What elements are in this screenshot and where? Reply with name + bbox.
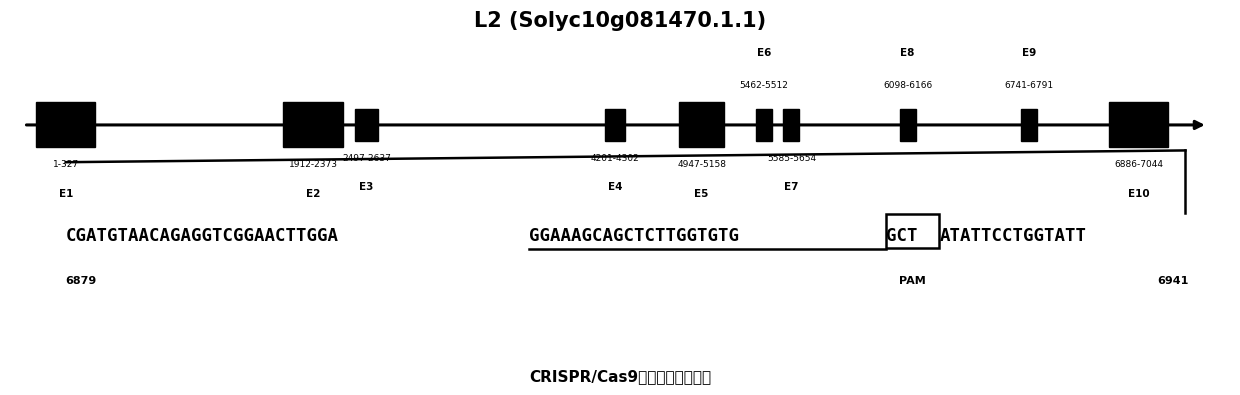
Text: E10: E10 [1127,189,1149,199]
Text: 6098-6166: 6098-6166 [883,81,932,90]
Text: CRISPR/Cas9靶点：下划线部分: CRISPR/Cas9靶点：下划线部分 [529,369,711,384]
Text: E4: E4 [608,182,622,192]
Text: E9: E9 [1022,48,1037,58]
Text: 6741-6791: 6741-6791 [1004,81,1054,90]
Text: E7: E7 [784,182,799,192]
Bar [284,102,343,147]
Text: E1: E1 [58,189,73,199]
Bar [1109,102,1168,147]
Bar [899,109,915,141]
Text: E2: E2 [306,189,320,199]
Text: ATATTCCTGGTATT: ATATTCCTGGTATT [940,227,1086,245]
Text: E8: E8 [900,48,915,58]
Text: E3: E3 [360,182,373,192]
Text: 4201-4302: 4201-4302 [590,154,640,163]
Text: GCT: GCT [887,227,918,245]
Bar [680,102,724,147]
Text: 5585-5654: 5585-5654 [766,154,816,163]
Text: CGATGTAACAGAGGTCGGAACTTGGA: CGATGTAACAGAGGTCGGAACTTGGA [66,227,339,245]
Text: 4947-5158: 4947-5158 [677,160,727,169]
Text: E5: E5 [694,189,709,199]
Bar [784,109,800,141]
Bar [887,214,940,248]
Bar [1021,109,1037,141]
Text: 1-327: 1-327 [52,160,79,169]
Text: L2 (Solyc10g081470.1.1): L2 (Solyc10g081470.1.1) [474,11,766,31]
Text: 6886-7044: 6886-7044 [1114,160,1163,169]
Text: GGAAAGCAGCTCTTGGTGTG: GGAAAGCAGCTCTTGGTGTG [529,227,739,245]
Text: 1912-2373: 1912-2373 [289,160,337,169]
Text: E6: E6 [756,48,771,58]
Bar [605,109,625,141]
Text: 2497-2637: 2497-2637 [342,154,391,163]
Text: 5462-5512: 5462-5512 [740,81,789,90]
Text: 6879: 6879 [66,276,97,286]
Text: PAM: PAM [899,276,926,286]
Text: 6941: 6941 [1158,276,1189,286]
Bar [355,109,377,141]
Bar [36,102,95,147]
Bar [756,109,773,141]
